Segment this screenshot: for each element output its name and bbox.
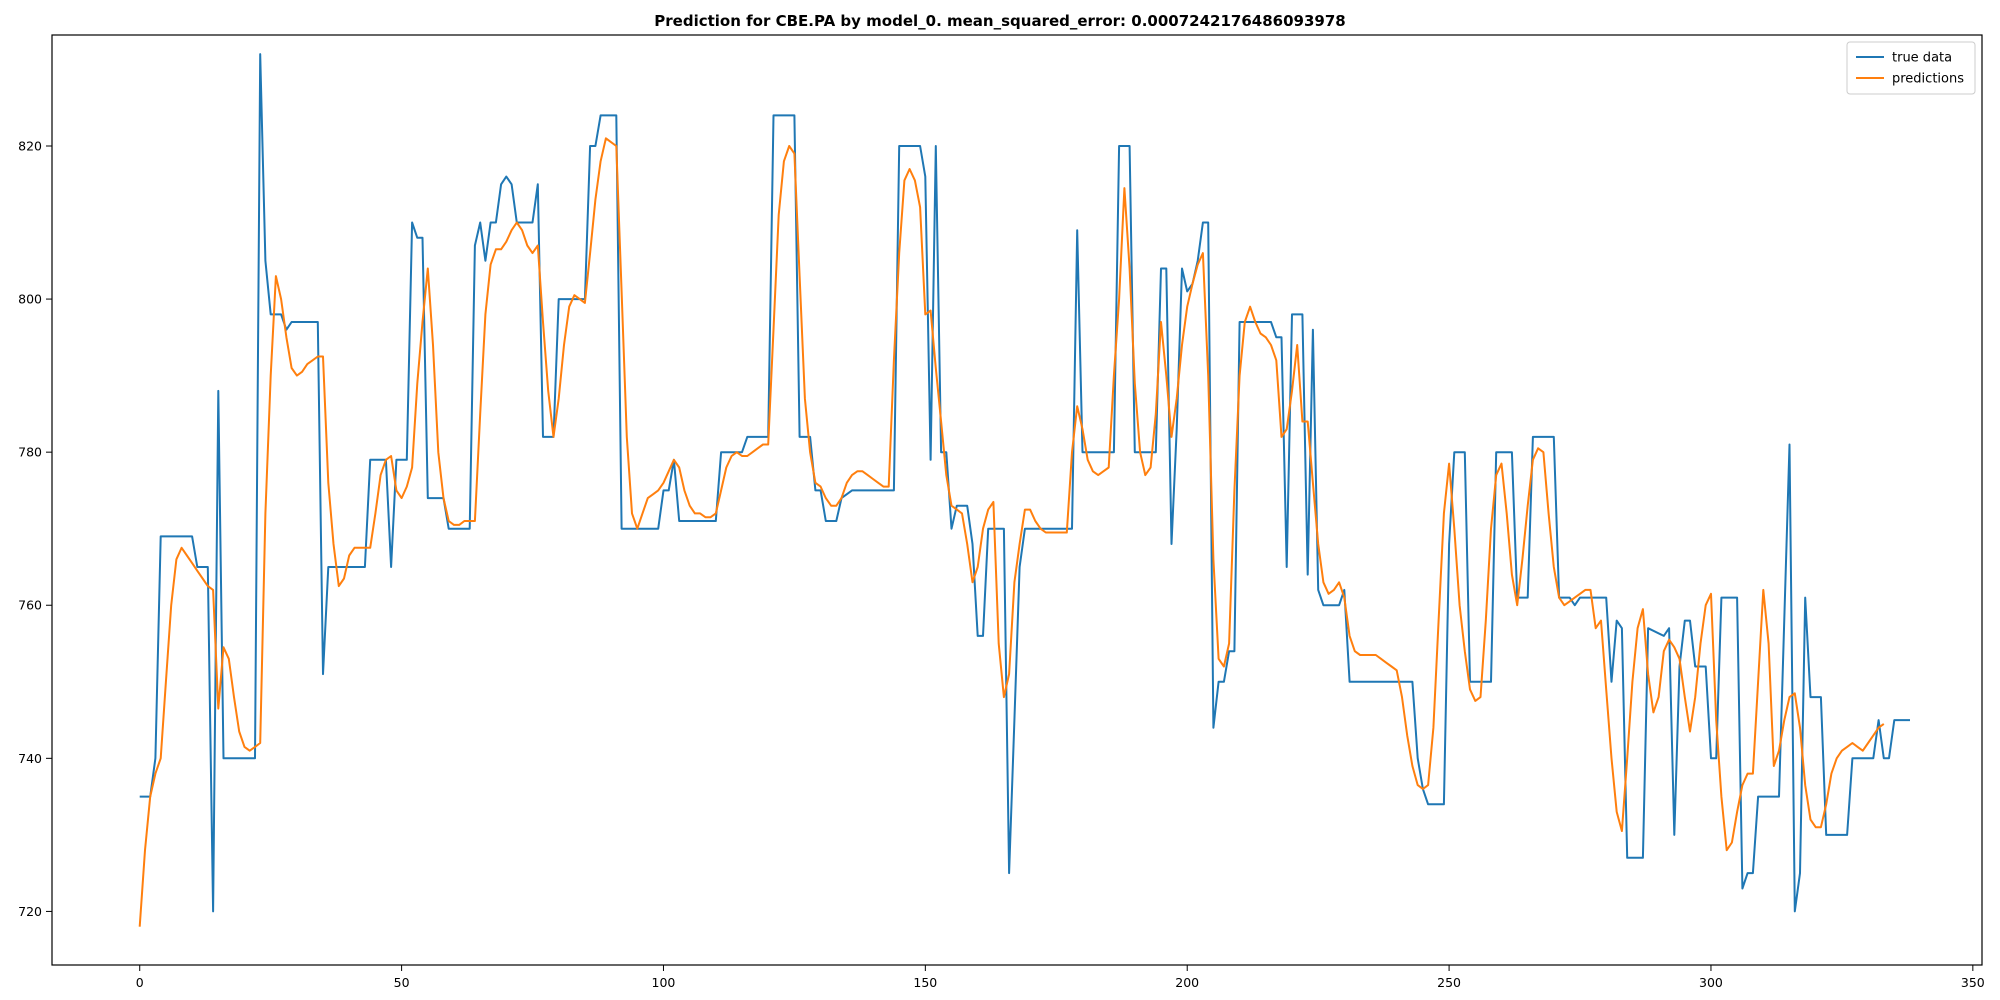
x-axis: 0 50 100 150 200 250 300 350 xyxy=(136,965,1985,990)
x-tick-label: 150 xyxy=(913,975,937,990)
chart-title: Prediction for CBE.PA by model_0. mean_s… xyxy=(654,12,1345,30)
y-tick-label: 820 xyxy=(18,138,42,153)
y-axis: 720 740 760 780 800 820 xyxy=(18,138,52,919)
x-tick-label: 200 xyxy=(1175,975,1199,990)
x-tick-label: 350 xyxy=(1961,975,1985,990)
legend-label-2: predictions xyxy=(1892,72,1964,87)
legend-box xyxy=(1846,41,1976,95)
x-tick-label: 0 xyxy=(136,975,144,990)
x-tick-label: 100 xyxy=(652,975,676,990)
legend-label-1: true data xyxy=(1892,51,1952,66)
x-tick-label: 50 xyxy=(394,975,410,990)
x-tick-label: 300 xyxy=(1699,975,1723,990)
y-tick-label: 800 xyxy=(18,292,42,307)
y-tick-label: 780 xyxy=(18,445,42,460)
x-tick-label: 250 xyxy=(1437,975,1461,990)
series-line-2 xyxy=(138,137,1885,927)
legend: true data predictions xyxy=(1846,41,1976,95)
y-tick-label: 760 xyxy=(18,598,42,613)
y-tick-label: 720 xyxy=(18,904,42,919)
series-line-1 xyxy=(139,53,1910,913)
plot-frame xyxy=(51,34,1983,966)
y-tick-label: 740 xyxy=(18,751,42,766)
plot-area xyxy=(51,34,1983,966)
